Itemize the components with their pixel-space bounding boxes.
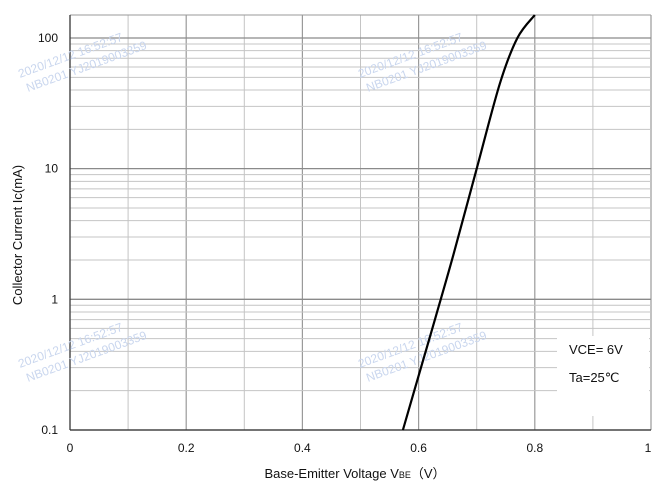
- y-tick-label: 1: [51, 292, 58, 306]
- tick-labels: 0 0.2 0.4 0.6 0.8 1 0.1 1 10 100: [38, 31, 652, 455]
- grid-lines: [69, 14, 652, 431]
- x-tick-label: 0.8: [526, 441, 543, 455]
- x-tick-label: 0.4: [294, 441, 311, 455]
- y-axis-title: Collector Current Ic(mA): [10, 165, 25, 305]
- legend: VCE= 6V Ta=25℃: [557, 336, 649, 416]
- axis-titles: Base-Emitter Voltage VBE（V） Collector Cur…: [10, 165, 446, 481]
- x-tick-label: 1: [645, 441, 652, 455]
- ic-vbe-curve: [401, 14, 536, 431]
- legend-entry: Ta=25℃: [569, 370, 619, 385]
- x-tick-label: 0.2: [178, 441, 195, 455]
- legend-box: [557, 336, 649, 416]
- y-tick-label: 0.1: [41, 423, 58, 437]
- x-tick-label: 0.6: [410, 441, 427, 455]
- series-layer: [401, 14, 536, 431]
- y-tick-label: 100: [38, 31, 58, 45]
- y-tick-label: 10: [45, 162, 59, 176]
- x-axis-title: Base-Emitter Voltage VBE（V）: [264, 466, 445, 481]
- legend-entry: VCE= 6V: [569, 342, 623, 357]
- x-tick-label: 0: [67, 441, 74, 455]
